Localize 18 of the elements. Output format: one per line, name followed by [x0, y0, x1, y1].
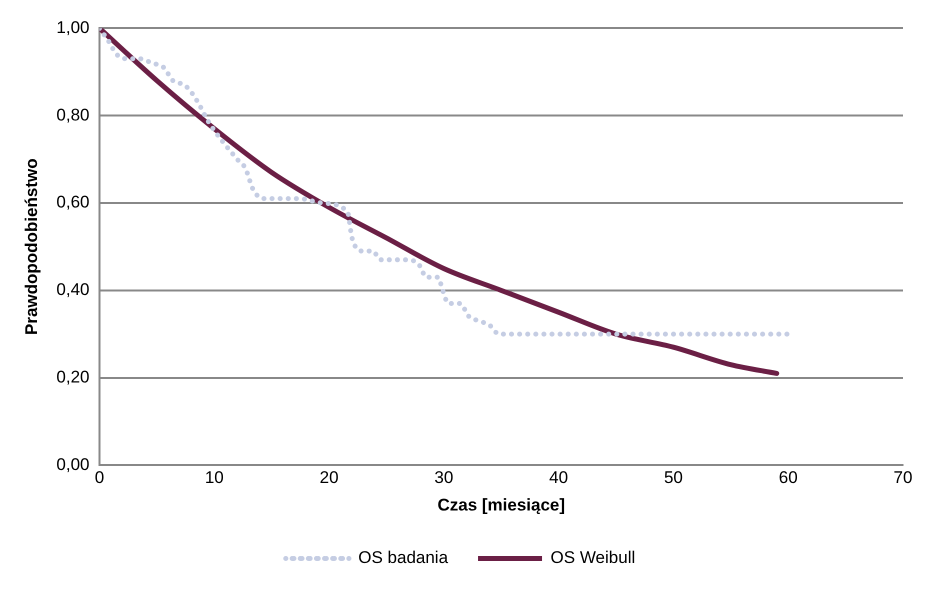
y-tick-label: 0,60 — [56, 192, 90, 212]
x-axis-title: Czas [miesiące] — [437, 495, 566, 514]
y-tick-label: 1,00 — [56, 18, 90, 37]
x-tick-label: 20 — [320, 468, 339, 488]
y-tick-label: 0,40 — [56, 280, 90, 300]
x-tick-label: 50 — [664, 468, 683, 488]
legend-label: OS Weibull — [550, 548, 636, 568]
y-tick-label: 0,00 — [56, 454, 90, 474]
y-axis-title: Prawdopodobieństwo — [22, 158, 41, 336]
x-tick-label: 0 — [94, 468, 104, 488]
x-tick-label: 60 — [778, 468, 798, 488]
y-tick-label: 0,20 — [56, 367, 90, 386]
x-tick-label: 30 — [434, 468, 454, 488]
x-tick-label: 10 — [204, 468, 224, 488]
x-tick-label: 70 — [894, 468, 912, 488]
x-tick-label: 40 — [549, 468, 568, 488]
legend-label: OS badania — [358, 548, 449, 568]
y-tick-label: 0,80 — [56, 105, 90, 124]
